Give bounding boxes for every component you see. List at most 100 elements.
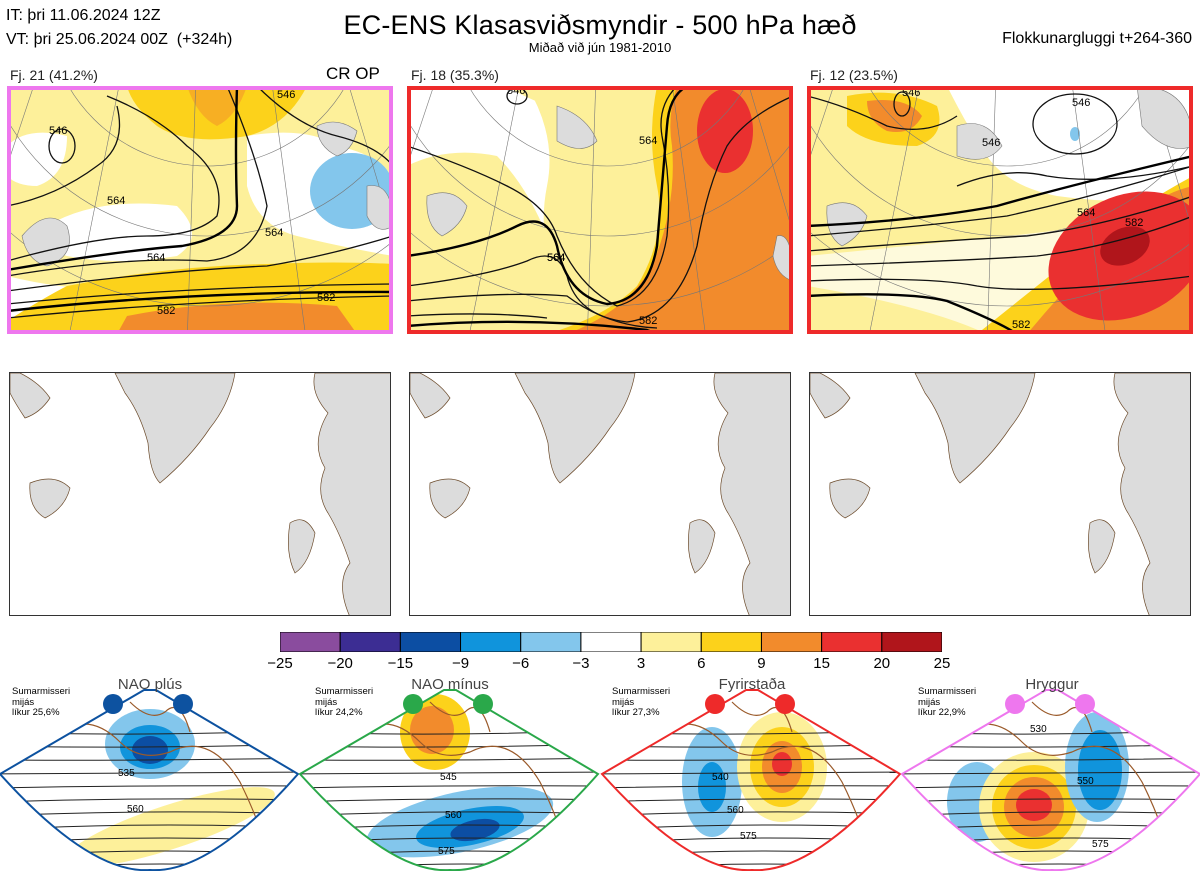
colorbar-tick-label: −25: [267, 655, 293, 672]
regime-note-line: mijás: [918, 696, 941, 708]
colorbar-bin: [339, 631, 401, 653]
regime-contour-label: 560: [445, 810, 462, 821]
regime-contour-label: 560: [127, 804, 144, 815]
regime-dot: [775, 694, 795, 714]
empty-map-2: [409, 372, 791, 616]
regime-note-line: líkur 22,9%: [918, 707, 966, 718]
regime-contour-label: 535: [118, 768, 135, 779]
colorbar-bin: [279, 631, 341, 653]
contour-label: 564: [147, 252, 165, 264]
regime-contour-label: 545: [440, 772, 457, 783]
regime-dot: [403, 694, 423, 714]
colorbar: [279, 631, 943, 653]
contour-label: 564: [107, 195, 125, 207]
page-title: EC-ENS Klasasviðsmyndir - 500 hPa hæð: [343, 10, 857, 40]
regime-note: Sumarmisseri mijás líkur 25,6%: [12, 686, 71, 719]
colorbar-tick-label: 20: [873, 655, 891, 672]
regime-dot: [1075, 694, 1095, 714]
contour-label: 564: [547, 252, 565, 264]
regime-note-line: Sumarmisseri: [612, 686, 671, 697]
regime-note-line: Sumarmisseri: [315, 686, 374, 697]
colorbar-bin: [520, 631, 582, 653]
regime-dot: [1005, 694, 1025, 714]
contour-label: 582: [317, 292, 335, 304]
colorbar-tick-label: 9: [757, 655, 766, 672]
colorbar-tick-label: −9: [451, 655, 470, 672]
regime-contour-label: 560: [727, 805, 744, 816]
regime-note-line: líkur 27,3%: [612, 707, 660, 718]
regime-note-line: mijás: [612, 696, 635, 708]
cluster-window: Flokkunargluggi t+264-360: [1002, 30, 1192, 47]
valid-time: VT: þri 25.06.2024 00Z (+324h): [6, 31, 233, 48]
cluster-3-label: Fj. 12 (23.5%): [810, 67, 898, 83]
contour-label: 546: [902, 87, 920, 99]
colorbar-tick-label: −3: [572, 655, 590, 672]
regime-dot: [473, 694, 493, 714]
cluster-1-label: Fj. 21 (41.2%): [10, 67, 98, 83]
contour-label: 546: [277, 89, 295, 101]
cluster-1-tag: CR OP: [326, 64, 380, 83]
contour-label: 546: [49, 125, 67, 137]
init-time: IT: þri 11.06.2024 12Z: [6, 7, 161, 24]
regime-contour-label: 540: [712, 772, 729, 783]
contour-label: 546: [1072, 97, 1090, 109]
cluster-2-label: Fj. 18 (35.3%): [411, 67, 499, 83]
colorbar-bin: [640, 631, 702, 653]
regime-name: Hryggur: [1025, 676, 1079, 693]
cluster-3-border: [807, 86, 1193, 334]
regime-dot: [705, 694, 725, 714]
colorbar-tick-label: 25: [933, 655, 951, 672]
cluster-1-map: 546 564 564 564 582 582 546: [7, 86, 393, 334]
colorbar-bin: [460, 631, 522, 653]
regime-note-line: Sumarmisseri: [918, 686, 977, 697]
contour-label: 582: [1125, 217, 1143, 229]
regime-contour-label: 575: [438, 846, 455, 857]
contour-label: 546: [982, 137, 1000, 149]
regime-note-line: Sumarmisseri: [12, 686, 71, 697]
cluster-1-border: [7, 86, 393, 334]
colorbar-bin: [580, 631, 642, 653]
contour-label: 564: [639, 135, 657, 147]
colorbar-tick-label: −20: [327, 655, 353, 672]
cluster-2-map: 546 564 564 564 582: [407, 86, 793, 334]
contour-label: 582: [639, 315, 657, 327]
colorbar-tick-label: −6: [512, 655, 530, 672]
header-info: IT: þri 11.06.2024 12Z VT: þri 25.06.2024…: [6, 4, 232, 52]
regime-contour-label: 575: [740, 831, 757, 842]
colorbar-bin: [760, 631, 823, 653]
regime-contour-label: 530: [1030, 724, 1047, 735]
regime-note: Sumarmisseri mijás líkur 24,2%: [315, 686, 374, 719]
contour-label: 564: [1077, 207, 1095, 219]
empty-map-3: [809, 372, 1191, 616]
regime-name: NAO plús: [117, 676, 183, 693]
contour-label: 582: [1012, 319, 1030, 331]
regime-dot: [103, 694, 123, 714]
cluster-3-map: 546 546 564 582 582 546: [807, 86, 1193, 334]
regime-note-line: líkur 24,2%: [315, 707, 363, 718]
colorbar-bin: [821, 631, 883, 653]
regime-note: Sumarmisseri mijás líkur 27,3%: [612, 686, 671, 719]
contour-label: 564: [265, 227, 283, 239]
colorbar-tick-label: 6: [697, 655, 706, 672]
colorbar-tick-label: 15: [813, 655, 830, 672]
colorbar-bin: [881, 631, 943, 653]
colorbar-bin: [399, 631, 462, 653]
regime-name: Fyrirstaða: [718, 676, 786, 693]
empty-map-1: [9, 372, 391, 616]
regime-contour-label: 575: [1092, 839, 1109, 850]
page-subtitle: Miðað við jún 1981-2010: [528, 40, 672, 55]
cluster-2-border: [407, 86, 793, 334]
regime-note-line: mijás: [315, 696, 338, 708]
contour-label: 546: [507, 86, 525, 97]
regime-contour-label: 550: [1077, 776, 1094, 787]
regime-note-line: líkur 25,6%: [12, 707, 60, 718]
colorbar-bin: [700, 631, 762, 653]
regime-note: Sumarmisseri mijás líkur 22,9%: [918, 686, 977, 719]
regime-note-line: mijás: [12, 696, 35, 708]
regimes: 535 560 545 560 575 540 560 575 530 550 575: [0, 672, 1200, 872]
colorbar-tick-label: 3: [636, 655, 646, 672]
colorbar-tick-label: −15: [387, 655, 414, 672]
regime-dot: [173, 694, 193, 714]
regime-name: NAO mínus: [411, 676, 489, 693]
contour-label: 582: [157, 305, 175, 317]
